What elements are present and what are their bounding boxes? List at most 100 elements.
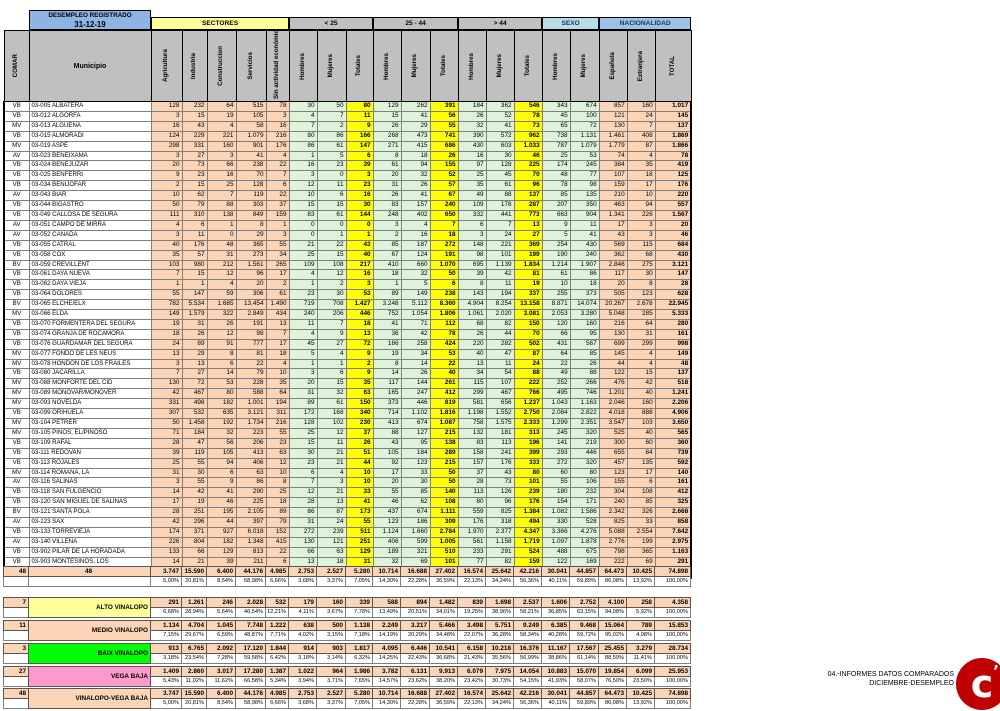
value-cell: 6 xyxy=(288,467,318,479)
value-cell: 6 xyxy=(265,180,290,192)
value-cell: 9 xyxy=(150,170,183,182)
municipality-name: 03-078 HONDON DE LOS FRAILES xyxy=(28,358,152,370)
value-cell: 515 xyxy=(235,101,267,112)
value-cell: 17 xyxy=(626,180,656,192)
value-cell: 1 xyxy=(345,229,374,241)
value-cell: 1 xyxy=(206,219,237,231)
value-cell: 2.053 xyxy=(541,309,571,320)
summary-value-cell: 15.590 xyxy=(181,687,207,700)
value-cell: 0 xyxy=(288,219,318,231)
value-cell: 55 xyxy=(541,477,571,489)
value-cell: 719 xyxy=(288,299,318,311)
value-cell: 78 xyxy=(265,101,290,112)
value-cell: 206 xyxy=(316,309,347,320)
value-cell: 61 xyxy=(541,269,571,281)
summary-percent-cell: 23,50% xyxy=(626,676,655,687)
value-cell: 85 xyxy=(541,190,571,202)
value-cell: 7 xyxy=(150,368,183,380)
value-cell: 31 xyxy=(288,388,318,400)
summary-percent-cell: 58,21% xyxy=(513,607,542,618)
value-cell: 35 xyxy=(626,160,656,172)
municipality-name: 03-114 ROMANA, LA xyxy=(28,467,152,479)
value-cell: 4 xyxy=(316,467,347,479)
value-cell: 12 xyxy=(316,269,347,281)
value-cell: 42 xyxy=(150,517,183,528)
value-cell: 13 xyxy=(457,358,487,370)
value-cell: 55 xyxy=(429,120,459,132)
value-cell: 8 xyxy=(372,358,402,370)
summary-value-cell: 6.446 xyxy=(400,642,430,655)
summary-values-row: 3 BAIX VINALOPO 913 6.765 2.092 17.120 1.844 91… xyxy=(3,642,691,664)
value-cell: 4 xyxy=(288,110,318,122)
value-cell: 360 xyxy=(654,437,693,449)
comarca-code: VB xyxy=(3,269,30,281)
value-cell: 86 xyxy=(569,269,600,281)
value-cell: 220 xyxy=(457,338,487,350)
value-cell: 149 xyxy=(400,289,431,301)
value-cell: 413 xyxy=(372,418,402,429)
value-cell: 74 xyxy=(598,150,628,162)
comarca-name: VINALOPO-VEGA BAJA xyxy=(28,688,151,709)
summary-percent-cell: 22,43% xyxy=(400,653,430,664)
comarca-code: VB xyxy=(3,249,30,261)
value-cell: 1.779 xyxy=(598,140,628,152)
value-cell: 11 xyxy=(316,180,347,192)
municipality-row: MV 03-066 ELDA 149 1.579 322 2.849 434 240 206 44… xyxy=(3,309,693,320)
value-cell: 27 xyxy=(513,229,543,241)
summary-value-cell: 4.095 xyxy=(372,642,401,655)
value-cell: 13 xyxy=(345,328,374,340)
summary-value-cell: 1.817 xyxy=(345,642,373,655)
value-cell: 233 xyxy=(457,546,487,558)
value-cell: 101 xyxy=(513,477,543,489)
value-cell: 67 xyxy=(429,190,459,202)
value-cell: 495 xyxy=(541,388,571,400)
comarca-code: VB xyxy=(3,130,30,142)
value-cell: 145 xyxy=(654,110,693,122)
summary-percent-cell: 40,28% xyxy=(541,630,570,641)
value-cell: 105 xyxy=(206,447,237,459)
municipality-row: AV 03-116 SALINAS 3 55 9 86 8 7 3 10 20 30 50 28 73 101… xyxy=(3,477,693,489)
value-cell: 299 xyxy=(626,338,656,350)
value-cell: 94 xyxy=(206,457,237,469)
value-cell: 44 xyxy=(598,358,628,370)
value-cell: 28 xyxy=(457,477,487,489)
footer-line1: 04.-INFORMES DATOS COMPARADOS xyxy=(827,671,954,678)
value-cell: 64 xyxy=(626,318,656,330)
value-cell: 96 xyxy=(235,269,267,281)
value-cell: 6.018 xyxy=(235,526,267,538)
value-cell: 424 xyxy=(429,338,459,350)
value-cell: 287 xyxy=(513,200,543,211)
value-cell: 1.552 xyxy=(485,408,515,419)
value-cell: 3 xyxy=(150,150,183,162)
value-cell: 129 xyxy=(206,546,237,558)
value-cell: 331 xyxy=(150,398,183,410)
value-cell: 313 xyxy=(513,427,543,439)
value-cell: 7 xyxy=(316,318,347,330)
value-cell: 176 xyxy=(265,140,290,152)
comarca-code: VB xyxy=(3,160,30,172)
value-cell: 11 xyxy=(345,110,374,122)
value-cell: 588 xyxy=(235,388,267,400)
municipality-row: VB 03-062 DAYA VIEJA 1 1 4 20 2 1 2 3 1 5 6 8 11 19 10 18… xyxy=(3,279,693,291)
summary-percent-cell: 8,54% xyxy=(206,576,236,587)
summary-value-cell: 44.176 xyxy=(235,687,266,700)
value-cell: 25 xyxy=(288,249,318,261)
header-espanola: Española xyxy=(598,30,628,102)
summary-percent-cell: 40,11% xyxy=(541,576,570,587)
value-cell: 406 xyxy=(235,457,267,469)
value-cell: 980 xyxy=(181,259,208,271)
value-cell: 97 xyxy=(457,160,487,172)
value-cell: 7 xyxy=(316,110,347,122)
municipality-row: MV 03-013 ALGUEÑA 16 43 4 58 16 7 2 9 26 29 55 32 41 73… xyxy=(3,120,693,132)
value-cell: 109 xyxy=(288,259,318,271)
value-cell: 528 xyxy=(569,517,600,528)
value-cell: 128 xyxy=(288,418,318,429)
value-cell: 25 xyxy=(541,150,571,162)
value-cell: 165 xyxy=(372,388,402,400)
value-cell: 14.074 xyxy=(569,299,600,311)
comarca-code: VB xyxy=(3,437,30,449)
municipality-name: 03-121 SANTA POLA xyxy=(28,507,152,519)
value-cell: 6 xyxy=(429,279,459,291)
summary-value-cell: 964 xyxy=(316,665,346,678)
header-sexo-hombres: Hombres xyxy=(541,30,571,102)
